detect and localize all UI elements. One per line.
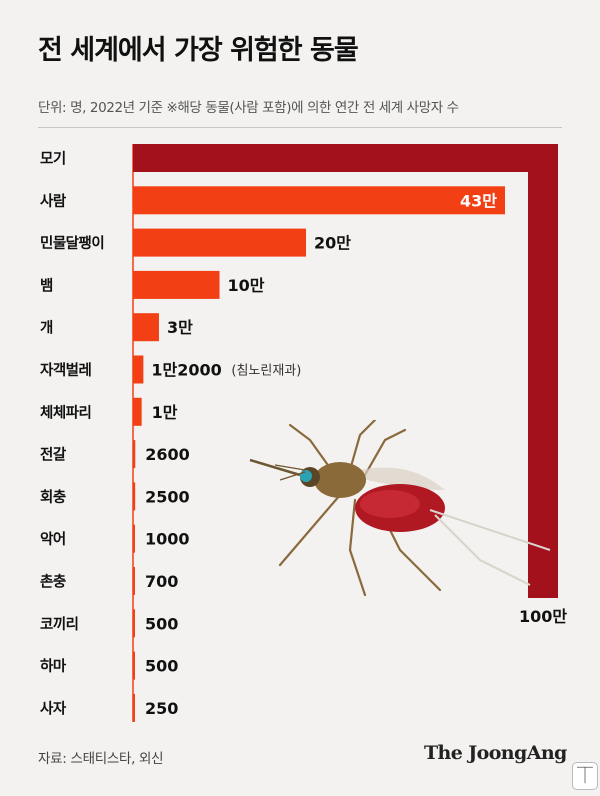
scroll-top-button[interactable]: ⏉	[572, 762, 598, 790]
bar	[133, 397, 142, 426]
value-label: 1만2000	[151, 361, 221, 380]
bar	[133, 186, 505, 215]
category-label: 하마	[40, 658, 67, 675]
category-label: 사자	[40, 700, 67, 717]
chart-title: 전 세계에서 가장 위험한 동물	[38, 35, 359, 66]
category-label: 체체파리	[40, 404, 91, 421]
bar	[133, 355, 144, 384]
source-note: 자료: 스태티스타, 외신	[38, 751, 164, 767]
bar	[133, 567, 135, 595]
value-label: 2600	[145, 445, 190, 464]
value-label: 1만	[152, 403, 178, 422]
category-label: 회충	[40, 489, 66, 506]
bar	[133, 228, 307, 257]
category-label: 촌충	[40, 574, 66, 591]
value-label: 3만	[167, 318, 193, 337]
category-label: 전갈	[40, 447, 67, 464]
category-label: 사람	[40, 193, 67, 210]
category-label: 민물달팽이	[40, 234, 104, 252]
value-label: 250	[145, 699, 178, 718]
brand-logo: The JoongAng	[424, 742, 567, 764]
category-label: 뱀	[40, 277, 53, 294]
mosquito-icon	[249, 420, 551, 597]
category-label: 개	[40, 320, 53, 337]
value-label: 20만	[314, 234, 351, 253]
value-label: 10만	[228, 276, 265, 295]
value-annotation: (침노린재과)	[231, 364, 301, 379]
value-label: 1000	[145, 530, 190, 549]
value-label: 500	[145, 614, 178, 633]
chart-subtitle: 단위: 명, 2022년 기준 ※해당 동물(사람 포함)에 의한 연간 전 세…	[38, 100, 459, 116]
category-label: 자객벌레	[40, 361, 92, 379]
bar	[133, 524, 135, 553]
bar	[133, 693, 135, 722]
header-rule	[38, 127, 562, 128]
bar	[133, 482, 136, 511]
bar	[133, 651, 135, 680]
value-label: 2500	[145, 487, 190, 506]
bar	[133, 609, 135, 638]
category-label: 코끼리	[40, 616, 79, 633]
value-label: 700	[145, 572, 178, 591]
bar	[133, 313, 159, 342]
value-label: 500	[145, 657, 178, 676]
bar	[133, 440, 136, 469]
category-label: 모기	[40, 151, 66, 168]
value-label: 43만	[460, 191, 497, 210]
category-label: 악어	[40, 530, 66, 548]
bar	[133, 270, 220, 299]
value-label: 100만	[519, 607, 567, 626]
